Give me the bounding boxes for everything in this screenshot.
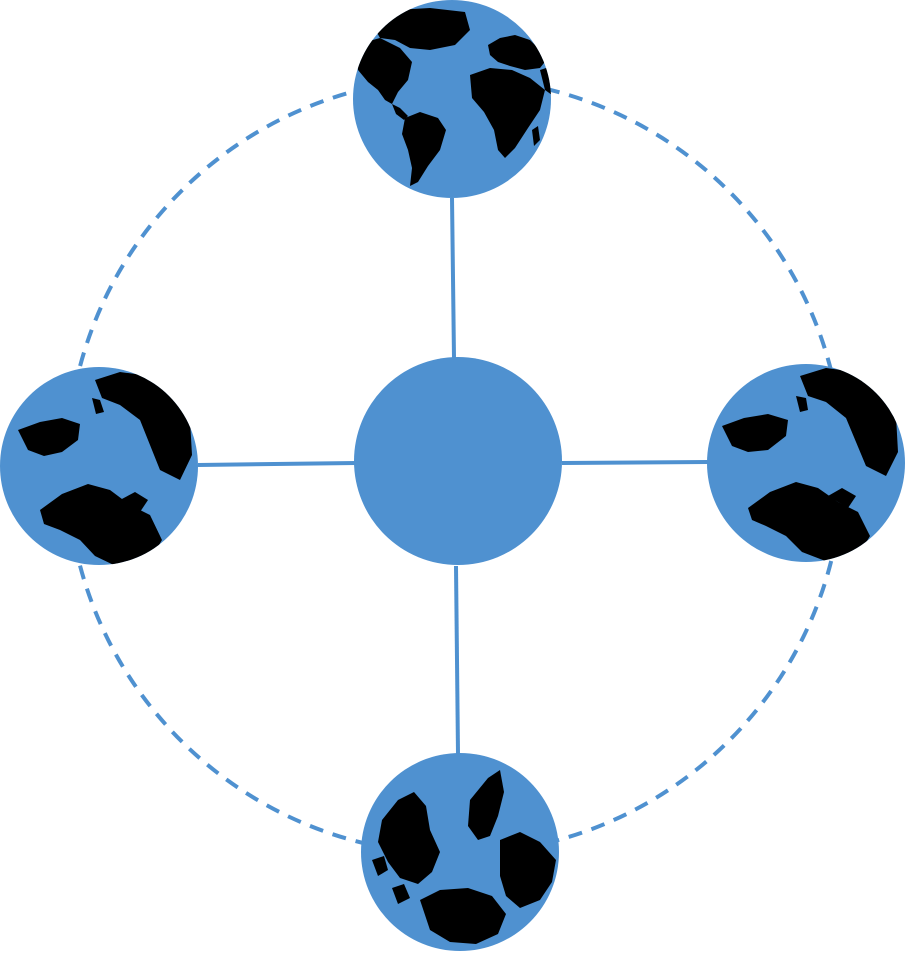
spoke-top [450,197,456,359]
globe-polar-view-icon [0,367,198,565]
globe-inverted-view-icon [361,753,559,951]
center-hub [354,357,562,565]
spoke-bottom [454,565,460,755]
globe-americas-africa-icon [353,0,551,198]
globe-polar-view-icon [707,364,905,562]
spoke-left [197,461,357,467]
spokes [197,197,709,755]
spoke-right [561,460,709,465]
